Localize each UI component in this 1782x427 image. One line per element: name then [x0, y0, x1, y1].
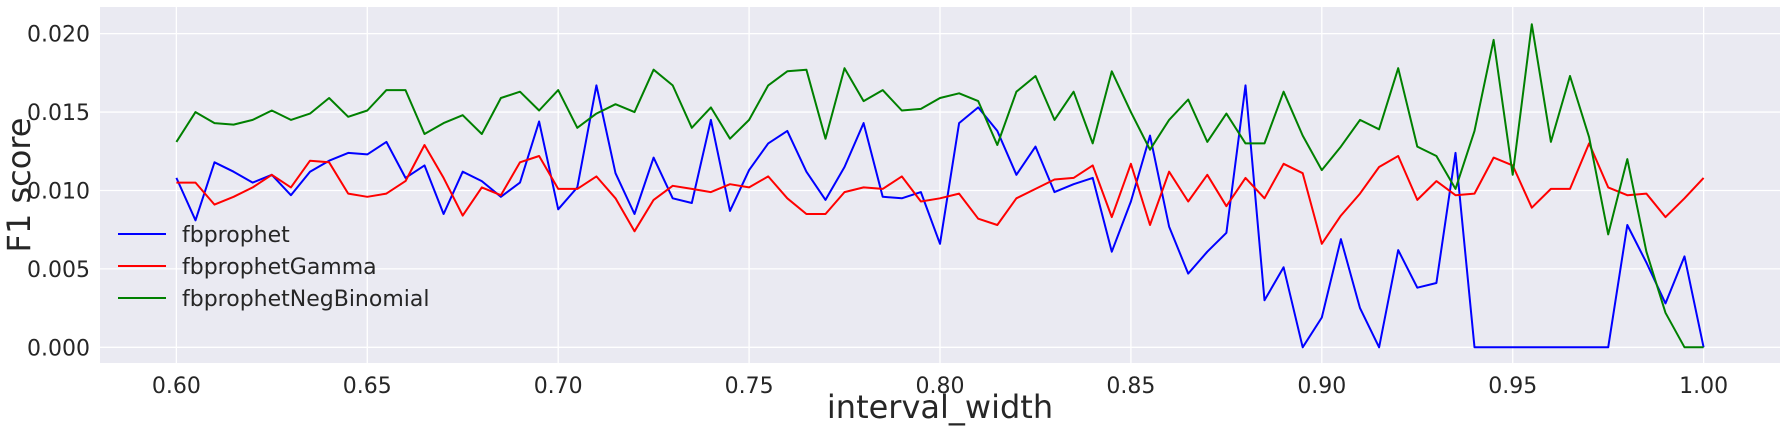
- x-tick-label: 1.00: [1679, 374, 1728, 399]
- series-line-fbprophetnegbinomial: [175, 23, 1704, 349]
- legend-label: fbprophetGamma: [182, 255, 377, 280]
- x-tick-label: 0.65: [343, 374, 392, 399]
- series-line-fbprophet: [175, 84, 1705, 349]
- x-tick-label: 0.80: [916, 374, 965, 399]
- series-line-fbprophetgamma: [176, 142, 1705, 245]
- x-tick-label: 0.70: [534, 374, 583, 399]
- x-tick-label: 0.95: [1488, 374, 1537, 399]
- x-tick-label: 0.90: [1297, 374, 1346, 399]
- legend-label: fbprophet: [182, 223, 290, 248]
- y-tick-labels: 0.000 0.005 0.010 0.015 0.020: [27, 23, 90, 362]
- y-tick-label: 0.010: [27, 179, 90, 204]
- legend: fbprophet fbprophetGamma fbprophetNegBinom…: [118, 223, 429, 312]
- series-lines: [175, 23, 1705, 349]
- y-tick-label: 0.005: [27, 258, 90, 283]
- x-tick-labels: 0.60 0.65 0.70 0.75 0.80 0.85 0.90 0.95 1.00: [152, 374, 1728, 399]
- x-tick-label: 0.75: [725, 374, 774, 399]
- y-tick-label: 0.000: [27, 336, 90, 361]
- x-tick-label: 0.60: [152, 374, 201, 399]
- x-axis-label: interval_width: [827, 388, 1053, 426]
- legend-label: fbprophetNegBinomial: [182, 287, 429, 312]
- x-tick-label: 0.85: [1106, 374, 1155, 399]
- y-tick-label: 0.020: [27, 23, 90, 48]
- y-tick-label: 0.015: [27, 101, 90, 126]
- y-axis-label: F1 score: [0, 118, 38, 253]
